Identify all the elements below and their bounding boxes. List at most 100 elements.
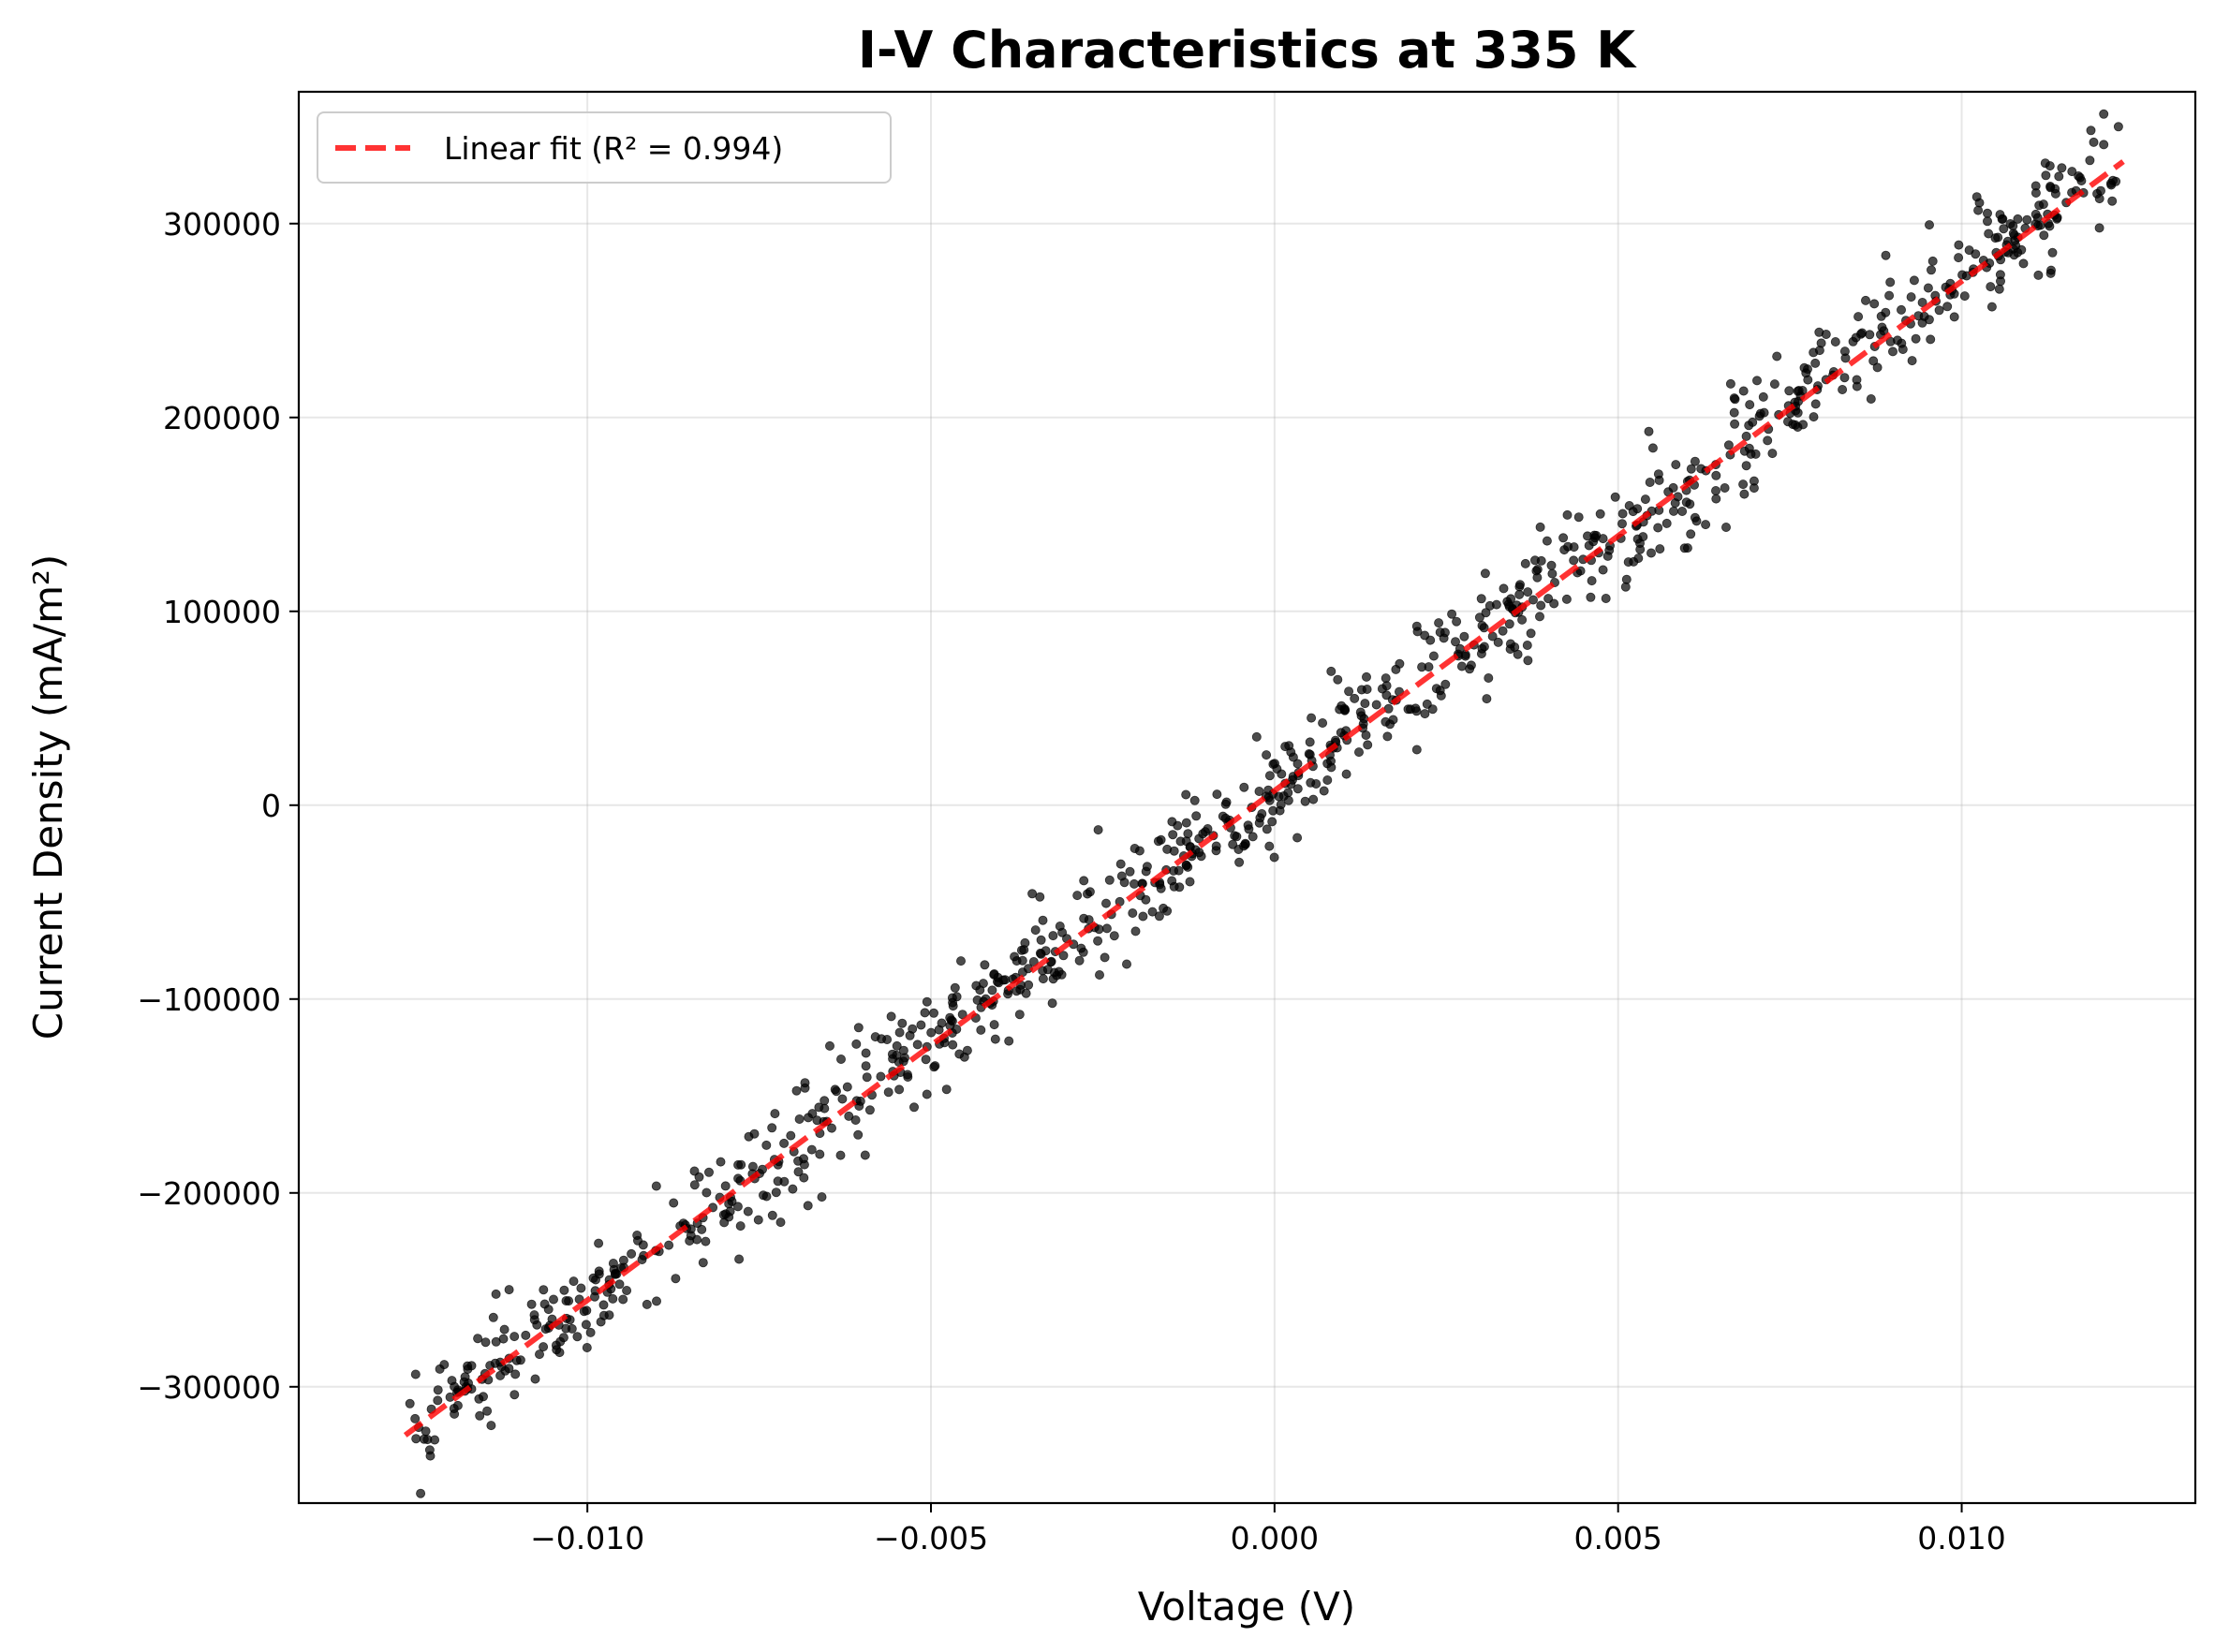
data-point	[947, 993, 957, 1003]
data-point	[480, 1337, 491, 1348]
data-point	[1004, 1036, 1014, 1046]
data-point	[767, 1123, 777, 1133]
data-point	[2045, 268, 2056, 278]
data-point	[842, 1082, 852, 1092]
data-point	[1239, 782, 1249, 792]
data-point	[1769, 379, 1779, 390]
data-point	[2067, 167, 2077, 177]
y-tick-label: −300000	[137, 1369, 281, 1406]
data-point	[526, 1299, 537, 1309]
data-point	[1957, 270, 1968, 280]
data-point	[1479, 623, 1489, 633]
data-point	[1869, 299, 1880, 309]
data-point	[1744, 420, 1754, 431]
data-point	[1194, 833, 1204, 844]
data-point	[1305, 737, 1315, 747]
data-point	[1122, 959, 1132, 969]
data-point	[836, 1055, 847, 1065]
data-point	[1561, 594, 1572, 604]
data-point	[761, 1140, 772, 1150]
data-point	[1162, 844, 1173, 854]
data-point	[1000, 975, 1011, 985]
data-point	[1030, 925, 1041, 936]
data-point	[1434, 618, 1444, 628]
y-tick-label: 100000	[163, 594, 281, 630]
data-point	[1262, 750, 1272, 760]
data-point	[585, 1327, 596, 1337]
data-point	[1536, 555, 1546, 566]
data-point	[1677, 507, 1688, 517]
data-point	[1655, 544, 1665, 554]
chart-title: I-V Characteristics at 335 K	[858, 21, 1637, 80]
data-point	[1723, 440, 1734, 450]
data-point	[948, 1040, 958, 1050]
data-point	[638, 1240, 648, 1250]
data-point	[758, 1164, 768, 1174]
data-point	[499, 1324, 509, 1335]
data-point	[1174, 882, 1185, 892]
data-point	[618, 1294, 628, 1305]
data-point	[1474, 612, 1484, 623]
data-point	[853, 1023, 864, 1033]
data-point	[2054, 171, 2064, 182]
data-point	[912, 1040, 923, 1050]
data-point	[1730, 419, 1740, 429]
data-point	[1646, 548, 1657, 558]
data-point	[1741, 461, 1751, 471]
data-point	[1047, 998, 1057, 1009]
data-point	[1821, 329, 1831, 339]
data-point	[2089, 137, 2099, 147]
data-point	[486, 1421, 496, 1431]
data-point	[1248, 832, 1258, 842]
data-point	[876, 1071, 886, 1082]
data-point	[948, 1001, 958, 1011]
data-point	[735, 1221, 746, 1232]
data-point	[1452, 616, 1462, 627]
data-point	[569, 1276, 579, 1287]
data-point	[1852, 375, 1862, 385]
data-point	[1276, 800, 1286, 810]
data-point	[2016, 244, 2027, 255]
data-point	[1583, 531, 1593, 541]
fit-line-layer	[403, 159, 2125, 1438]
data-point	[1465, 664, 1475, 674]
data-point	[1431, 684, 1441, 694]
data-point	[2008, 221, 2018, 231]
data-point	[804, 1113, 814, 1123]
data-point	[2099, 140, 2109, 150]
data-point	[1772, 351, 1782, 361]
data-point	[908, 1024, 918, 1034]
data-point	[1669, 506, 1679, 516]
data-point	[993, 977, 1003, 987]
data-point	[1156, 883, 1166, 893]
data-point	[2057, 163, 2067, 173]
data-point	[1048, 974, 1058, 984]
data-point	[491, 1289, 501, 1299]
data-point	[2094, 194, 2104, 204]
data-point	[1388, 715, 1398, 725]
data-point	[1865, 330, 1875, 340]
data-point	[1647, 443, 1658, 453]
data-point	[632, 1231, 642, 1241]
data-point	[1318, 718, 1328, 729]
plot-frame	[297, 90, 2197, 1505]
data-point	[2094, 223, 2104, 233]
data-point	[2030, 187, 2041, 198]
data-point	[1856, 329, 1867, 339]
data-point	[1628, 507, 1638, 517]
data-point	[1142, 862, 1152, 872]
data-point	[1504, 601, 1514, 612]
data-point	[1995, 210, 2005, 220]
data-point	[582, 1305, 592, 1316]
data-point	[1984, 229, 1994, 239]
data-point	[1104, 875, 1115, 885]
data-point	[1362, 685, 1372, 695]
legend-label: Linear fit (R² = 0.994)	[444, 130, 783, 167]
data-point	[1017, 955, 1027, 966]
data-point	[1954, 253, 1964, 263]
data-point	[1601, 594, 1611, 604]
data-point	[1853, 312, 1864, 322]
data-point	[851, 1039, 862, 1049]
x-tick-label: 0.005	[1573, 1520, 1661, 1556]
data-point	[719, 1217, 730, 1228]
